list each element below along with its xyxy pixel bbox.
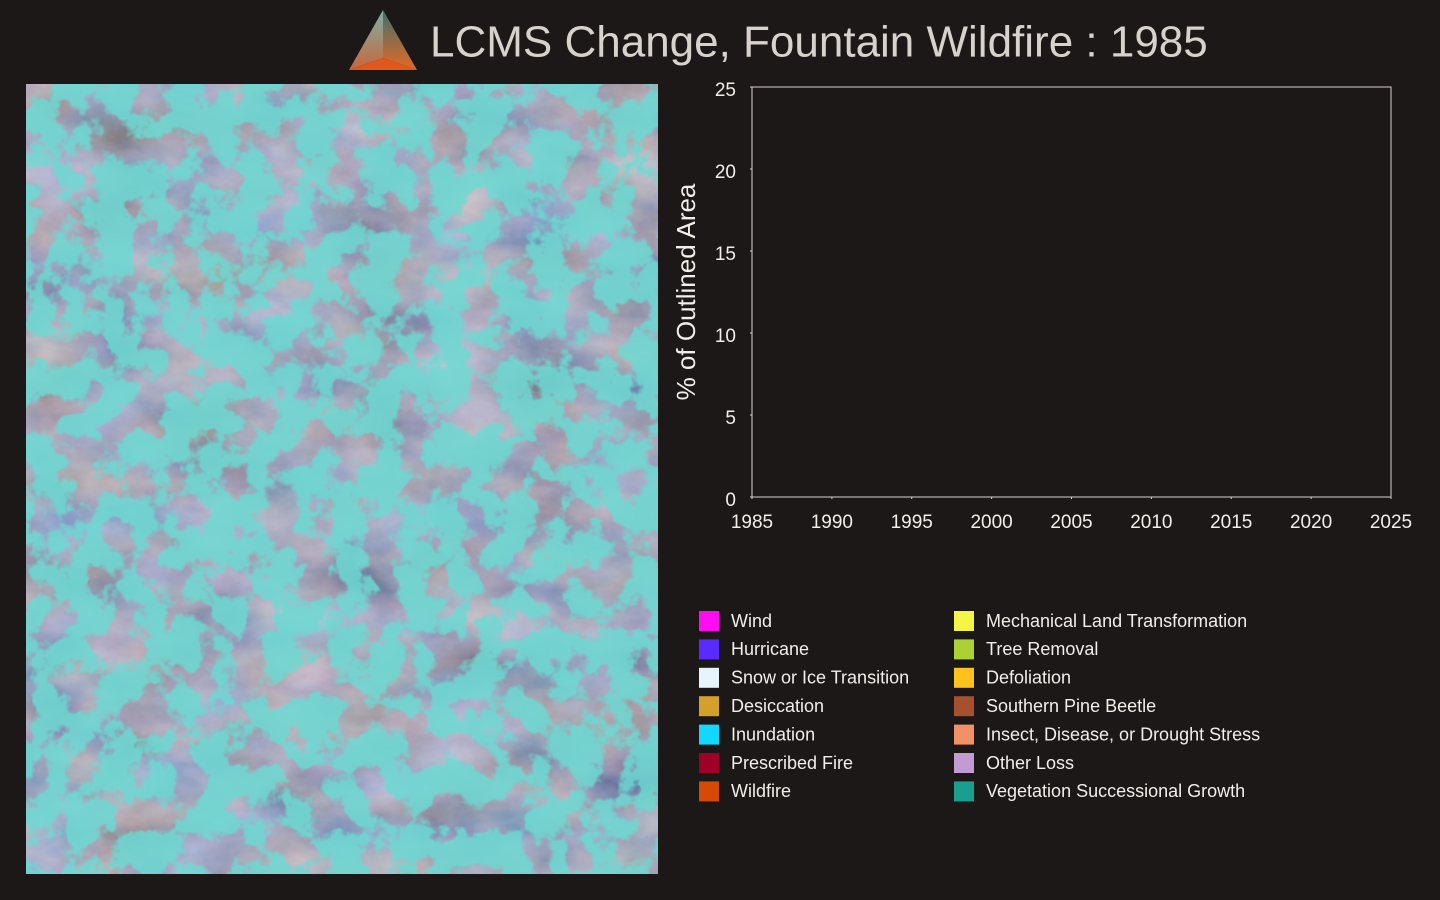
legend-swatch: [954, 639, 974, 660]
y-tick-label: 15: [715, 244, 736, 265]
legend-swatch: [954, 724, 974, 745]
map-image: [26, 84, 658, 874]
x-tick-label: 1995: [891, 512, 933, 533]
legend-swatch: [954, 781, 974, 802]
y-axis-label: % of Outlined Area: [671, 183, 701, 400]
legend-swatch: [699, 667, 719, 688]
legend-label: Hurricane: [731, 639, 809, 659]
legend-label: Desiccation: [731, 696, 824, 716]
legend-label: Southern Pine Beetle: [986, 696, 1156, 716]
legend-swatch: [699, 696, 719, 717]
legend-label: Snow or Ice Transition: [731, 668, 909, 688]
legend-swatch: [699, 639, 719, 660]
plot-frame: [751, 86, 1392, 498]
legend-swatch: [954, 667, 974, 688]
legend-swatch: [699, 724, 719, 745]
y-tick-label: 0: [725, 490, 736, 511]
legend-swatch: [954, 611, 974, 631]
y-tick-label: 5: [725, 408, 736, 429]
legend-label: Tree Removal: [986, 639, 1098, 659]
y-tick-label: 10: [715, 326, 736, 347]
legend-swatch: [954, 753, 974, 773]
legend-label: Insect, Disease, or Drought Stress: [986, 724, 1260, 744]
legend-swatch: [699, 611, 719, 631]
x-tick-label: 2020: [1290, 512, 1332, 533]
x-tick-label: 1990: [811, 512, 853, 533]
legend-swatch: [954, 696, 974, 717]
legend-label: Other Loss: [986, 753, 1074, 773]
y-tick-label: 25: [715, 80, 736, 101]
x-tick-label: 2000: [970, 512, 1012, 533]
legend-label: Defoliation: [986, 668, 1071, 688]
x-tick-label: 2010: [1130, 512, 1172, 533]
legend-label: Vegetation Successional Growth: [986, 781, 1245, 801]
legend-label: Wildfire: [731, 781, 791, 801]
x-tick-label: 2025: [1370, 512, 1412, 533]
x-tick-label: 1985: [731, 512, 773, 533]
legend-swatch: [699, 753, 719, 773]
legend-swatch: [699, 781, 719, 802]
y-tick-label: 20: [715, 162, 736, 183]
legend-label: Inundation: [731, 724, 815, 744]
chart-title: LCMS Change, Fountain Wildfire : 1985: [430, 18, 1208, 67]
x-tick-label: 2015: [1210, 512, 1252, 533]
legend-label: Mechanical Land Transformation: [986, 611, 1247, 631]
logo: [349, 10, 417, 70]
legend-label: Wind: [731, 611, 772, 631]
x-tick-label: 2005: [1050, 512, 1092, 533]
legend-label: Prescribed Fire: [731, 753, 853, 773]
